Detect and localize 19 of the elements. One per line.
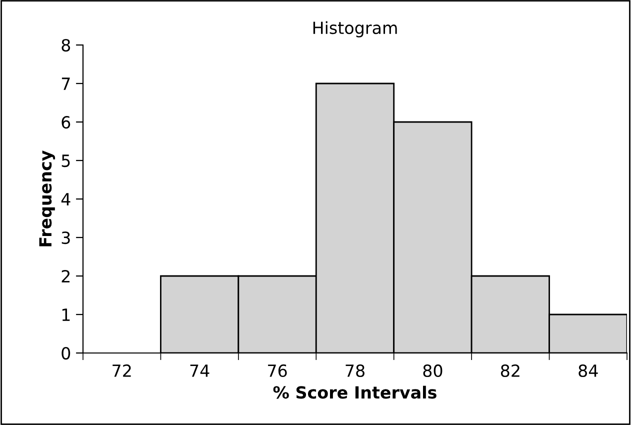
y-axis-title: Frequency — [39, 150, 56, 246]
x-tick-label: 72 — [112, 364, 131, 377]
y-tick-label: 8 — [62, 38, 70, 52]
x-tick-label: 82 — [500, 364, 520, 378]
x-tick-label: 78 — [346, 364, 364, 378]
y-tick-label: 4 — [61, 193, 70, 206]
x-axis-title: % Score Intervals — [273, 386, 436, 399]
x-tick-label: 76 — [268, 364, 287, 378]
y-tick-label: 6 — [62, 116, 70, 129]
y-tick-label: 0 — [62, 346, 70, 360]
x-tick-label: 74 — [190, 364, 210, 377]
y-tick-label: 2 — [62, 270, 70, 282]
y-tick-label: 7 — [62, 78, 70, 90]
y-tick-label: 1 — [62, 308, 70, 321]
x-tick-label: 80 — [423, 364, 442, 378]
chart-title: Histogram — [313, 21, 397, 38]
y-tick-label: 3 — [62, 231, 70, 244]
x-tick-label: 84 — [578, 364, 598, 378]
y-tick-label: 5 — [62, 154, 70, 168]
